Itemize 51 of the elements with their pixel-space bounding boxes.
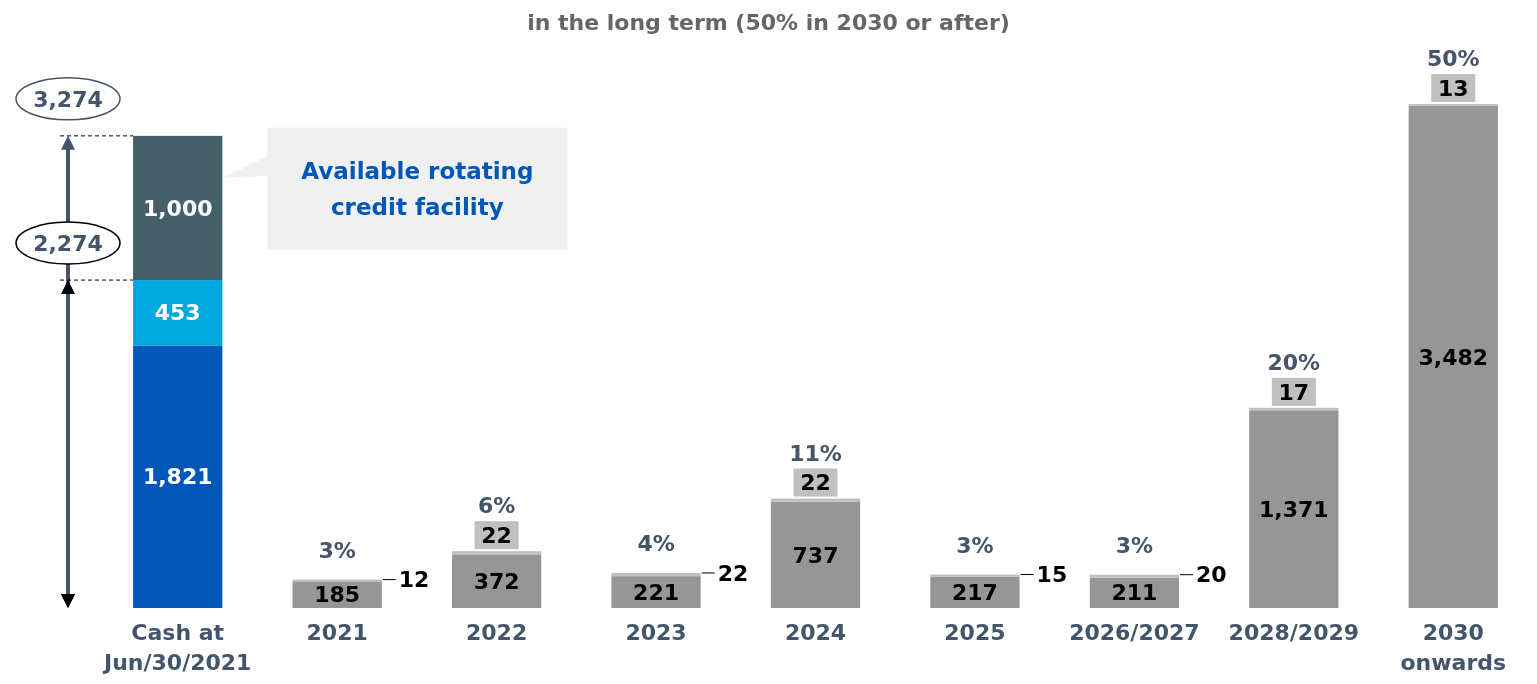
data-label: 12	[398, 567, 430, 593]
annotation: 6%	[477, 493, 516, 519]
callout-box: Available rotating credit facility	[223, 127, 568, 250]
bar	[1249, 410, 1339, 608]
annotation: 11%	[789, 440, 842, 466]
x-tick-label: 2022	[465, 620, 528, 645]
data-label: 22	[800, 470, 831, 496]
annotation: Available rotating credit facility	[301, 157, 534, 220]
annotation: 3%	[1115, 532, 1154, 558]
data-label: 13	[1437, 75, 1469, 101]
data-label: 1,821	[142, 464, 213, 490]
x-tick-label: 2028/2029	[1228, 620, 1360, 645]
x-tick-label: 2024	[784, 620, 847, 645]
chart-title: in the long term (50% in 2030 or after)	[527, 10, 1010, 35]
x-tick-label: 2025	[944, 620, 1006, 645]
x-tick-label: 2021	[306, 620, 368, 645]
bar	[133, 135, 223, 281]
data-label: 217	[951, 580, 998, 606]
annotation: 3%	[956, 532, 994, 558]
data-label: 3,482	[1418, 344, 1489, 370]
bar	[1089, 574, 1180, 578]
bar	[133, 345, 223, 608]
x-tick-label: Cash at Jun/30/2021	[102, 620, 252, 675]
data-label: 185	[314, 582, 361, 608]
data-label: 1,000	[142, 195, 213, 221]
data-label: 17	[1278, 379, 1310, 405]
annotation: 50%	[1426, 46, 1480, 71]
bar	[451, 554, 542, 608]
data-label: 211	[1111, 580, 1158, 606]
annotation: 2,274	[33, 230, 103, 256]
data-label: 1,371	[1259, 496, 1329, 522]
bar	[611, 572, 701, 577]
data-label: 22	[717, 560, 749, 586]
x-tick-label: 2023	[625, 620, 687, 645]
bar	[1408, 105, 1498, 608]
x-tick-label: 2026/2027	[1069, 620, 1200, 645]
data-label: 20	[1196, 562, 1227, 588]
annotation: 3,274	[33, 86, 103, 112]
data-label: 221	[633, 579, 680, 605]
x-tick-label: 2030 onwards	[1400, 620, 1507, 675]
bar	[770, 501, 861, 608]
annotation: 20%	[1267, 349, 1321, 375]
annotation: 4%	[637, 530, 675, 556]
data-label: 15	[1036, 562, 1068, 588]
data-label: 22	[481, 522, 512, 548]
annotation: 3%	[318, 537, 356, 563]
bar	[133, 280, 223, 346]
data-label: 372	[473, 568, 520, 594]
data-label: 737	[792, 542, 839, 568]
data-label: 453	[154, 300, 201, 326]
bar	[930, 574, 1020, 577]
